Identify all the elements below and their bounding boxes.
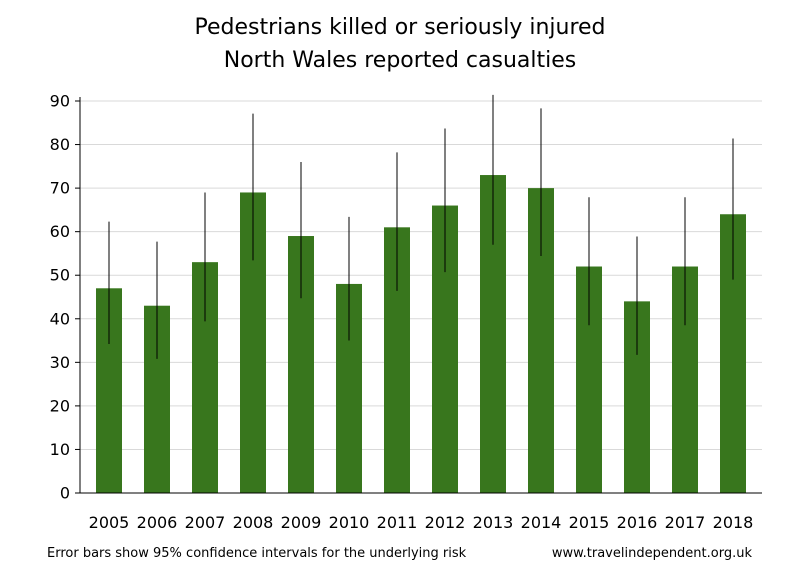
chart-subtitle: North Wales reported casualties: [223, 48, 577, 73]
x-tick-label: 2013: [473, 513, 514, 532]
y-tick-label: 30: [50, 353, 70, 372]
x-tick-label: 2012: [425, 513, 466, 532]
y-tick-label: 20: [50, 396, 70, 415]
x-tick-label: 2006: [137, 513, 178, 532]
y-tick-label: 10: [50, 440, 70, 459]
x-tick-label: 2016: [617, 513, 658, 532]
y-tick-label: 40: [50, 309, 70, 328]
x-tick-label: 2008: [233, 513, 274, 532]
x-tick-label: 2017: [665, 513, 706, 532]
y-tick-label: 50: [50, 266, 70, 285]
chart-title: Pedestrians killed or seriously injured: [194, 15, 606, 40]
x-tick-label: 2015: [569, 513, 610, 532]
x-tick-label: 2009: [281, 513, 322, 532]
x-tick-label: 2014: [521, 513, 562, 532]
x-tick-label: 2005: [89, 513, 130, 532]
x-tick-label: 2011: [377, 513, 418, 532]
y-tick-label: 70: [50, 179, 70, 198]
x-tick-label: 2018: [713, 513, 754, 532]
source-url: www.travelindependent.org.uk: [551, 546, 752, 561]
y-tick-label: 80: [50, 135, 70, 154]
y-tick-label: 0: [60, 484, 70, 503]
x-tick-label: 2010: [329, 513, 370, 532]
y-tick-label: 60: [50, 222, 70, 241]
y-tick-label: 90: [50, 92, 70, 111]
x-tick-label: 2007: [185, 513, 226, 532]
error-bar-note: Error bars show 95% confidence intervals…: [47, 546, 467, 561]
